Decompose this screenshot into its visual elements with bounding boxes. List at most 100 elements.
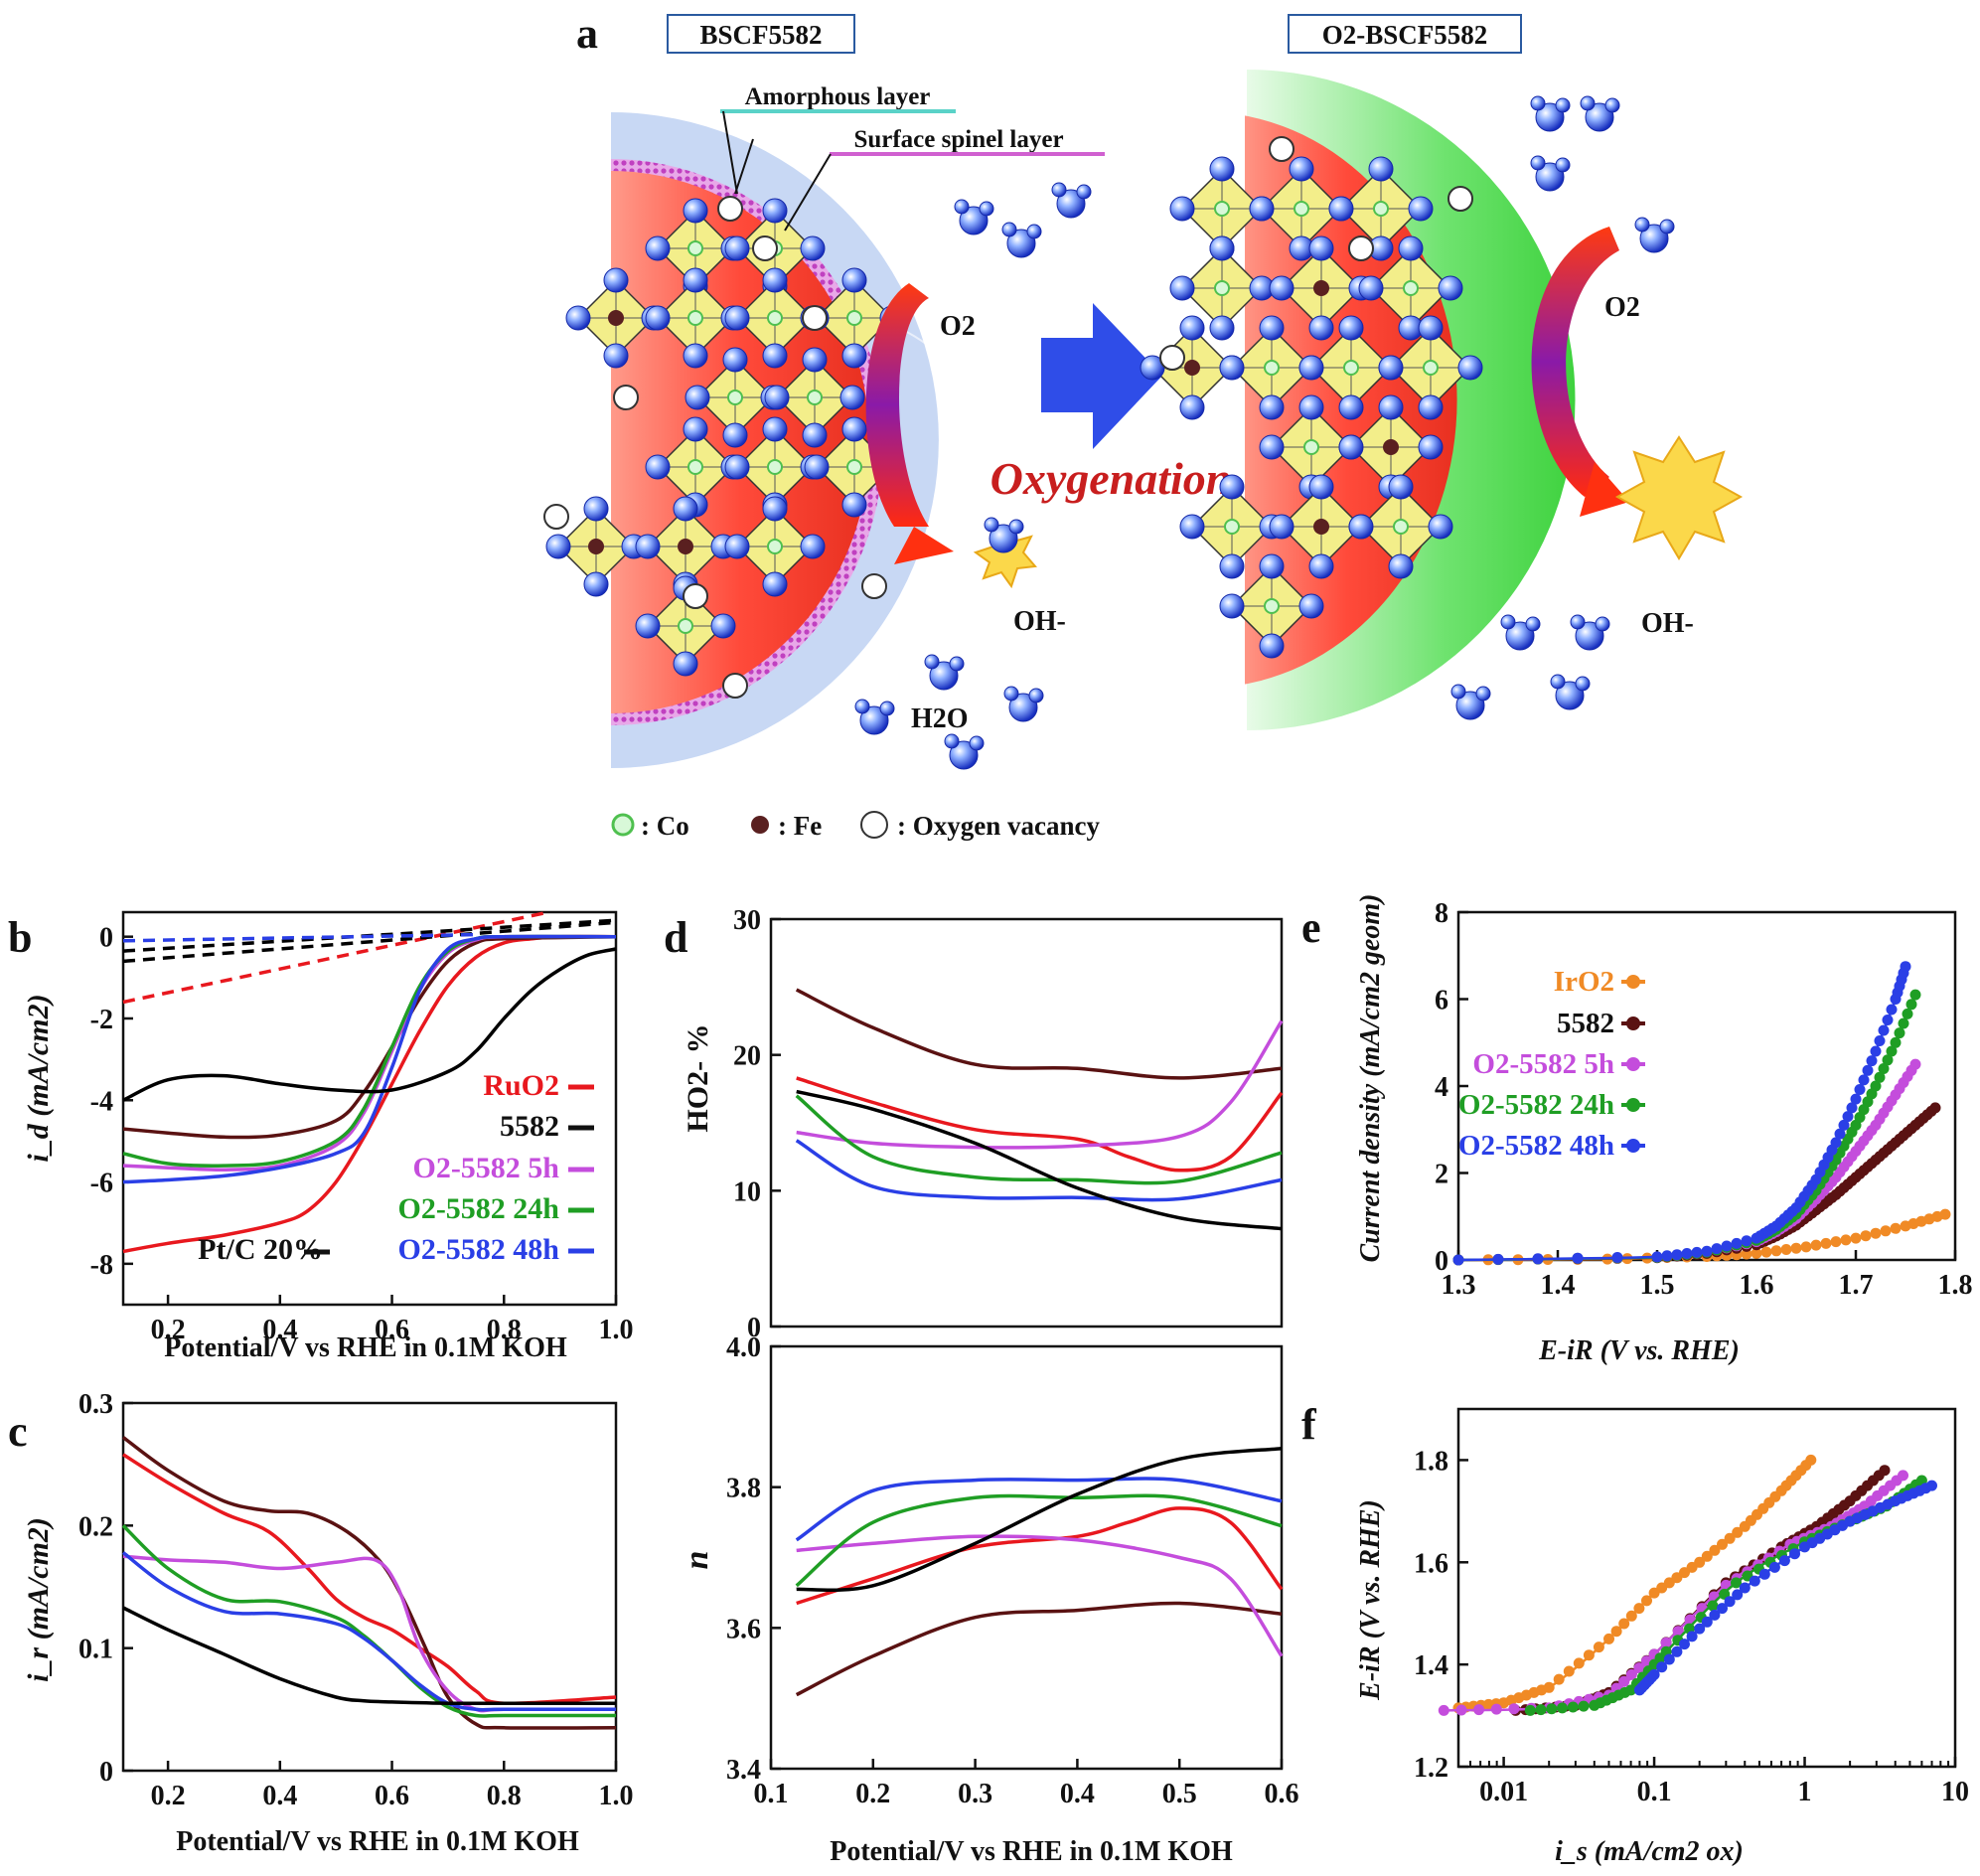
water-molecule bbox=[944, 733, 985, 770]
data-point bbox=[1603, 1633, 1614, 1644]
oxygen-atom bbox=[1358, 275, 1384, 301]
oxygen-atom bbox=[944, 733, 960, 749]
data-point bbox=[1663, 1653, 1675, 1665]
y-tick-label: 1.8 bbox=[1414, 1446, 1448, 1477]
oxygen-atom bbox=[1530, 95, 1546, 111]
data-point bbox=[1717, 1538, 1728, 1550]
data-point bbox=[1854, 1084, 1866, 1095]
oxygen-atom bbox=[1418, 434, 1444, 460]
water-molecules bbox=[854, 95, 1675, 770]
data-point bbox=[1870, 1045, 1882, 1057]
data-point bbox=[1768, 1561, 1780, 1573]
oxygen-atom bbox=[635, 613, 661, 639]
water-molecule bbox=[1634, 217, 1675, 253]
panel-label-d: d bbox=[664, 913, 687, 962]
legend-e-item: 5582 bbox=[1557, 1008, 1614, 1039]
oxygen-atom bbox=[1438, 275, 1463, 301]
oxygen-atom bbox=[1051, 182, 1067, 198]
data-point bbox=[1778, 1555, 1790, 1567]
data-point bbox=[1850, 1232, 1862, 1244]
x-tick-label: 1.7 bbox=[1839, 1270, 1874, 1301]
data-point bbox=[1508, 1703, 1520, 1715]
oxygen-atom bbox=[1008, 519, 1024, 535]
oxygen-atom bbox=[1259, 633, 1285, 659]
oxygen-atom bbox=[1169, 275, 1195, 301]
oxygen-atom bbox=[645, 454, 671, 480]
oxygen-atom bbox=[1179, 514, 1205, 540]
oxygen-atom bbox=[1418, 394, 1444, 420]
oxygen-atom bbox=[924, 654, 940, 670]
data-point bbox=[1878, 1063, 1890, 1074]
series-line bbox=[796, 1534, 1284, 1657]
oxygen-atom bbox=[603, 343, 629, 369]
water-molecule bbox=[1580, 95, 1620, 132]
data-point bbox=[1860, 1230, 1872, 1242]
right-title: O2-BSCF5582 bbox=[1322, 20, 1488, 50]
oxygen-atom bbox=[800, 235, 826, 261]
oxygen-atom bbox=[1639, 224, 1669, 253]
data-point bbox=[1898, 1017, 1909, 1029]
legend-vacancy: : Oxygen vacancy bbox=[897, 811, 1100, 841]
chart-e-ylabel: Current density (mA/cm2 geom) bbox=[1355, 894, 1386, 1263]
y-tick-label: 4.0 bbox=[726, 1332, 761, 1363]
legend-fe: : Fe bbox=[778, 811, 822, 841]
co-atom bbox=[1403, 280, 1419, 296]
oxygen-atom bbox=[1259, 315, 1285, 341]
co-atom bbox=[1393, 519, 1409, 535]
series-line bbox=[122, 1554, 616, 1713]
data-point bbox=[1651, 1251, 1663, 1263]
oxygen-atom bbox=[1575, 676, 1591, 692]
oxygen-atom bbox=[645, 305, 671, 331]
oxygen-atom bbox=[1525, 616, 1541, 632]
data-point bbox=[1721, 1240, 1733, 1252]
data-point bbox=[1842, 1111, 1854, 1123]
data-point bbox=[1707, 1600, 1719, 1612]
oxygen-atom bbox=[724, 454, 750, 480]
oxygen-atom bbox=[841, 416, 867, 442]
data-point bbox=[1830, 1236, 1842, 1248]
data-point bbox=[1879, 1465, 1891, 1477]
data-point bbox=[1438, 1704, 1449, 1716]
data-point bbox=[1648, 1668, 1660, 1680]
oxygen-atom bbox=[989, 524, 1018, 553]
fe-atom bbox=[1383, 439, 1399, 455]
data-point bbox=[1900, 961, 1911, 973]
data-point bbox=[1593, 1642, 1604, 1653]
oxygen-vacancy bbox=[1447, 186, 1473, 212]
oxygen-vacancy bbox=[1269, 136, 1295, 162]
data-point bbox=[1633, 1603, 1645, 1615]
x-tick-label: 0.6 bbox=[375, 1781, 409, 1811]
reaction-arrow-right bbox=[1531, 227, 1619, 497]
y-tick-label: 0.1 bbox=[78, 1635, 113, 1665]
legend-b-item: O2-5582 24h bbox=[397, 1192, 559, 1225]
amorphous-layer-label: Amorphous layer bbox=[745, 83, 931, 110]
water-molecule bbox=[1051, 182, 1092, 219]
oxygen-atom bbox=[685, 385, 710, 410]
data-point bbox=[1741, 1235, 1752, 1247]
chart-c-ylabel: i_r (mA/cm2) bbox=[22, 1517, 55, 1682]
data-point bbox=[1524, 1704, 1536, 1716]
x-tick-label: 1.3 bbox=[1442, 1270, 1476, 1301]
legend-b-item: O2-5582 5h bbox=[412, 1152, 559, 1184]
panel-label-c: c bbox=[8, 1407, 28, 1456]
oxygen-atom bbox=[1003, 686, 1019, 702]
data-point bbox=[1625, 1610, 1637, 1622]
oxygen-atom bbox=[1634, 217, 1650, 233]
oxygen-atom bbox=[1338, 434, 1364, 460]
oxygen-atom bbox=[929, 661, 959, 691]
y-tick-label: 3.4 bbox=[726, 1755, 761, 1786]
co-atom bbox=[687, 310, 703, 326]
co-atom bbox=[846, 459, 862, 475]
left-title-box bbox=[667, 14, 855, 54]
data-point bbox=[1724, 1596, 1736, 1608]
y-tick-label: 10 bbox=[733, 1176, 761, 1207]
x-tick-label: 0.4 bbox=[262, 1781, 297, 1811]
oxygen-atom bbox=[1249, 196, 1275, 222]
legend-e: IrO2 5582 O2-5582 5h O2-5582 24h O2-5582… bbox=[1458, 966, 1645, 1162]
y-tick-label: 20 bbox=[733, 1041, 761, 1072]
data-point bbox=[1874, 1071, 1886, 1083]
plot-frame bbox=[121, 1401, 618, 1773]
plot-frame bbox=[121, 910, 618, 1307]
oxygen-vacancy bbox=[613, 385, 639, 410]
oh-label-left: OH- bbox=[1013, 606, 1066, 637]
